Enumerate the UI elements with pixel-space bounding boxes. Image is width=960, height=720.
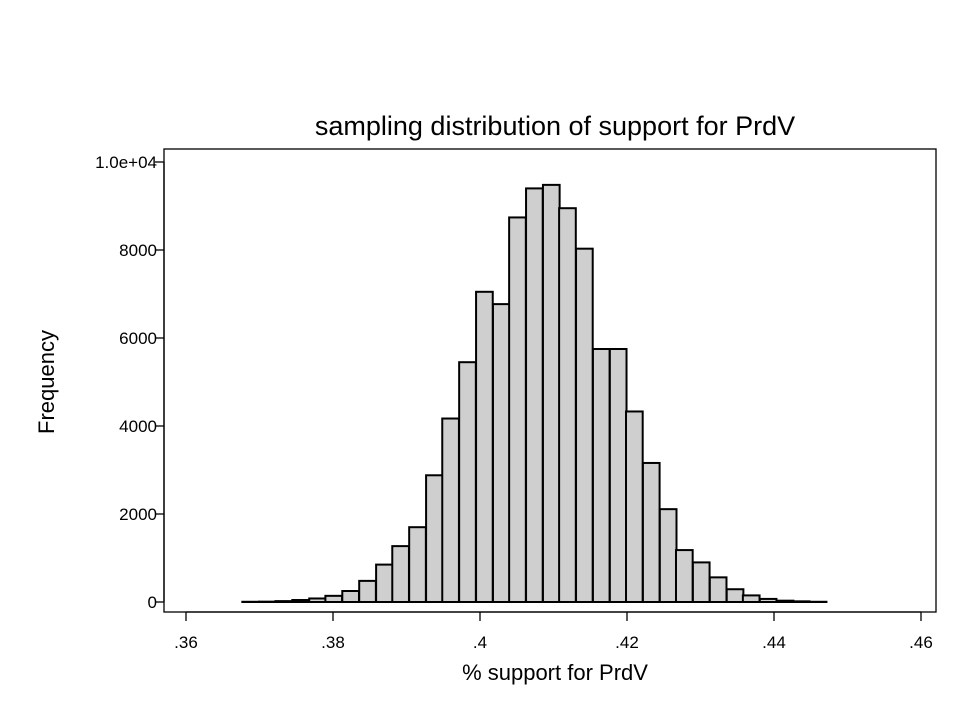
histogram-bar bbox=[525, 187, 544, 603]
histogram-bar bbox=[558, 207, 577, 603]
histogram-bar bbox=[274, 600, 294, 603]
histogram-bar bbox=[475, 290, 494, 603]
histogram-bar bbox=[691, 561, 711, 604]
histogram-bar bbox=[324, 594, 344, 604]
x-tick-label: .42 bbox=[615, 633, 639, 652]
histogram-bar bbox=[758, 597, 778, 603]
x-tick-label: .4 bbox=[473, 633, 487, 652]
histogram-bar bbox=[425, 474, 444, 603]
chart-title: sampling distribution of support for Prd… bbox=[315, 111, 795, 141]
y-tick-label: 6000 bbox=[119, 329, 157, 348]
histogram-bar bbox=[775, 599, 795, 603]
y-tick-label: 2000 bbox=[119, 505, 157, 524]
y-tick-label: 8000 bbox=[119, 241, 157, 260]
histogram-bar bbox=[341, 590, 360, 603]
bars-group bbox=[241, 183, 828, 604]
histogram-bar bbox=[375, 563, 394, 603]
histogram-bar bbox=[541, 183, 561, 603]
x-tick-label: .46 bbox=[909, 633, 933, 652]
histogram-bar bbox=[508, 216, 527, 603]
histogram-bar bbox=[408, 526, 427, 604]
y-axis-label: Frequency bbox=[34, 330, 59, 434]
histogram-bar bbox=[575, 247, 594, 603]
histogram-bar bbox=[625, 410, 644, 604]
x-tick-label: .36 bbox=[174, 633, 198, 652]
y-tick-label: 1.0e+04 bbox=[95, 153, 157, 172]
histogram-bar bbox=[741, 594, 761, 604]
histogram-bar bbox=[358, 579, 377, 604]
histogram-bar bbox=[725, 588, 745, 603]
histogram-bar bbox=[791, 600, 811, 604]
histogram-bar bbox=[708, 576, 728, 603]
histogram-bar bbox=[441, 417, 460, 603]
histogram-bar bbox=[641, 461, 661, 603]
histogram-bar bbox=[608, 348, 628, 603]
histogram-bar bbox=[391, 545, 410, 603]
x-tick-label: .44 bbox=[762, 633, 786, 652]
histogram-bar bbox=[491, 303, 511, 603]
histogram-bar bbox=[591, 348, 611, 603]
histogram-bar bbox=[458, 361, 477, 604]
histogram-bar bbox=[674, 549, 694, 604]
histogram-bar bbox=[308, 597, 327, 603]
x-axis: .36 .38 .4 .42 .44 .46 bbox=[174, 611, 933, 652]
x-tick-label: .38 bbox=[321, 633, 345, 652]
y-tick-label: 4000 bbox=[119, 417, 157, 436]
y-tick-label: 0 bbox=[148, 593, 157, 612]
y-axis: 0 2000 4000 6000 8000 1.0e+04 bbox=[95, 153, 165, 612]
x-axis-label: % support for PrdV bbox=[462, 660, 648, 685]
histogram-bar bbox=[658, 508, 678, 603]
histogram-bar bbox=[291, 599, 311, 604]
